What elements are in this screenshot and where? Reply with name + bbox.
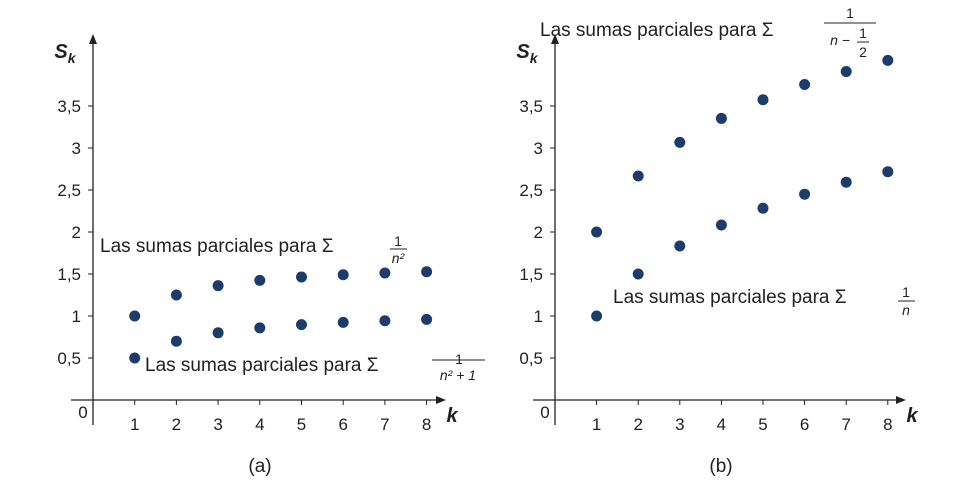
panel-a: Las sumas parciales para Σ 1 n² Las suma… <box>54 34 485 477</box>
annotation-text: Las sumas parciales para Σ <box>613 287 847 308</box>
annotation-numerator: 1 <box>846 5 854 21</box>
annotation-denominator: n² <box>392 250 406 266</box>
data-point <box>715 219 727 231</box>
data-point <box>632 268 644 280</box>
origin-label: 0 <box>78 403 87 422</box>
data-point <box>799 188 811 200</box>
data-point <box>379 315 391 327</box>
annotation-text: Las sumas parciales para Σ <box>540 20 774 41</box>
annotation-denominator: n − <box>830 32 850 48</box>
caption: (b) <box>709 456 732 477</box>
data-point <box>212 327 224 339</box>
y-tick-label: 3 <box>72 139 81 158</box>
x-tick-label: 7 <box>380 415 389 434</box>
data-point <box>254 322 266 334</box>
data-point <box>840 176 852 188</box>
x-axis-arrow <box>896 396 906 404</box>
caption: (a) <box>248 456 271 477</box>
x-tick-label: 8 <box>883 415 892 434</box>
x-tick-label: 5 <box>297 415 306 434</box>
data-point <box>591 310 603 322</box>
data-point <box>212 280 224 292</box>
x-tick-label: 8 <box>422 415 431 434</box>
y-tick-label: 2,5 <box>57 181 81 200</box>
data-point <box>421 313 433 325</box>
origin-label: 0 <box>540 403 549 422</box>
data-point <box>337 316 349 328</box>
data-point <box>882 54 894 66</box>
y-tick-label: 3,5 <box>57 97 81 116</box>
annotation-denominator-denominator: 2 <box>859 44 867 60</box>
data-point <box>757 94 769 106</box>
y-tick-label: 0,5 <box>57 349 81 368</box>
annotation-denominator: n² + 1 <box>440 367 476 383</box>
x-tick-label: 4 <box>717 415 726 434</box>
y-axis-label-subscript: k <box>530 50 539 66</box>
data-point <box>170 335 182 347</box>
y-tick-label: 2,5 <box>519 181 543 200</box>
y-tick-label: 1,5 <box>57 265 81 284</box>
y-axis-label: Sk <box>516 41 538 66</box>
x-axis-label: k <box>446 405 458 427</box>
y-tick-label: 3 <box>534 139 543 158</box>
y-tick-label: 1 <box>72 307 81 326</box>
data-point <box>715 112 727 124</box>
x-tick-label: 2 <box>633 415 642 434</box>
y-tick-label: 2 <box>72 223 81 242</box>
x-tick-label: 1 <box>592 415 601 434</box>
x-axis-arrow <box>436 396 446 404</box>
data-point <box>882 166 894 178</box>
data-point <box>421 266 433 278</box>
data-point <box>337 269 349 281</box>
data-point <box>296 319 307 331</box>
x-tick-label: 2 <box>172 415 181 434</box>
annotation-numerator: 1 <box>455 351 463 367</box>
x-tick-label: 6 <box>800 415 809 434</box>
x-tick-label: 5 <box>758 415 767 434</box>
y-axis-label-subscript: k <box>68 50 77 66</box>
y-tick-label: 2 <box>534 223 543 242</box>
annotation-denominator-numerator: 1 <box>859 25 867 41</box>
y-tick-label: 1,5 <box>519 265 543 284</box>
data-point <box>840 66 852 78</box>
y-tick-label: 1 <box>534 307 543 326</box>
annotation-numerator: 1 <box>394 233 402 249</box>
x-tick-label: 4 <box>255 415 264 434</box>
data-point <box>379 267 391 279</box>
data-point <box>757 202 769 214</box>
annotation-text: Las sumas parciales para Σ <box>145 355 379 376</box>
data-point <box>254 274 266 286</box>
y-axis-label: Sk <box>54 41 76 66</box>
x-tick-label: 3 <box>675 415 684 434</box>
y-axis-arrow <box>551 34 559 44</box>
data-point <box>674 136 686 148</box>
data-point <box>129 352 141 364</box>
data-point <box>170 289 182 301</box>
y-tick-label: 0,5 <box>519 349 543 368</box>
annotation-numerator: 1 <box>902 284 910 300</box>
x-axis-label: k <box>906 405 918 427</box>
data-point <box>674 240 686 252</box>
x-tick-label: 3 <box>213 415 222 434</box>
y-tick-label: 3,5 <box>519 97 543 116</box>
y-axis-arrow <box>89 34 97 44</box>
data-point <box>129 310 141 322</box>
data-point <box>632 170 644 182</box>
x-tick-label: 7 <box>841 415 850 434</box>
panel-b: Las sumas parciales para Σ 1 n − 1 2 Las… <box>516 5 918 477</box>
data-point <box>591 226 603 238</box>
data-point <box>799 78 811 90</box>
annotation-text: Las sumas parciales para Σ <box>100 236 334 257</box>
data-point <box>296 271 307 283</box>
x-tick-label: 1 <box>130 415 139 434</box>
x-tick-label: 6 <box>338 415 347 434</box>
annotation-denominator: n <box>902 302 910 318</box>
